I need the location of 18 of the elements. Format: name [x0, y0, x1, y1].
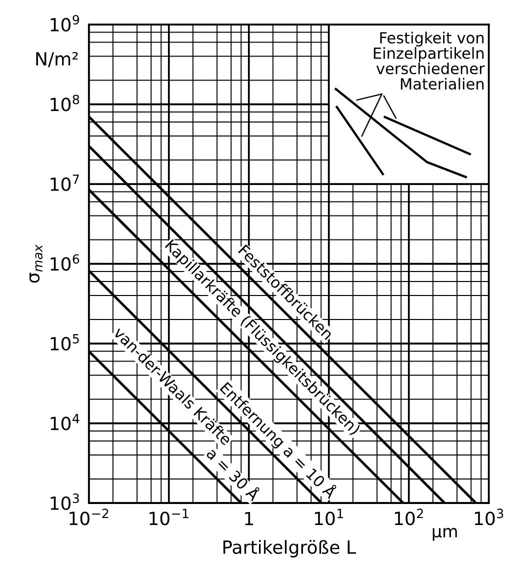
annotation: Festigkeit von Einzelpartikeln verschiedener Materialien [374, 32, 485, 90]
x-tick-label: 1 [245, 512, 253, 526]
y-tick-label: 10$^{5}$ [50, 334, 79, 351]
x-tick-label: 10$^{−2}$ [70, 508, 108, 526]
y-tick-label: 10$^{4}$ [50, 414, 80, 430]
x-tick-label: 10$^{2}$ [394, 508, 423, 526]
x-tick-label: 10$^{1}$ [314, 508, 343, 526]
x-tick-label: 10$^{3}$ [474, 508, 504, 526]
y-tick-label: 10$^{7}$ [50, 174, 79, 192]
text: μm [432, 528, 457, 541]
x-axis-title: Partikelgröße L [223, 540, 356, 558]
y-tick-label: 10$^{9}$ [50, 14, 80, 32]
y-tick-label: 10$^{8}$ [50, 94, 80, 112]
text: N/m² [36, 52, 78, 68]
y-tick-label: 10$^{6}$ [50, 254, 80, 271]
y-tick-label: 10$^{3}$ [50, 493, 79, 510]
y-axis-title: σ$_{max}$ [30, 244, 43, 283]
x-tick-label: 10$^{−1}$ [150, 508, 188, 526]
